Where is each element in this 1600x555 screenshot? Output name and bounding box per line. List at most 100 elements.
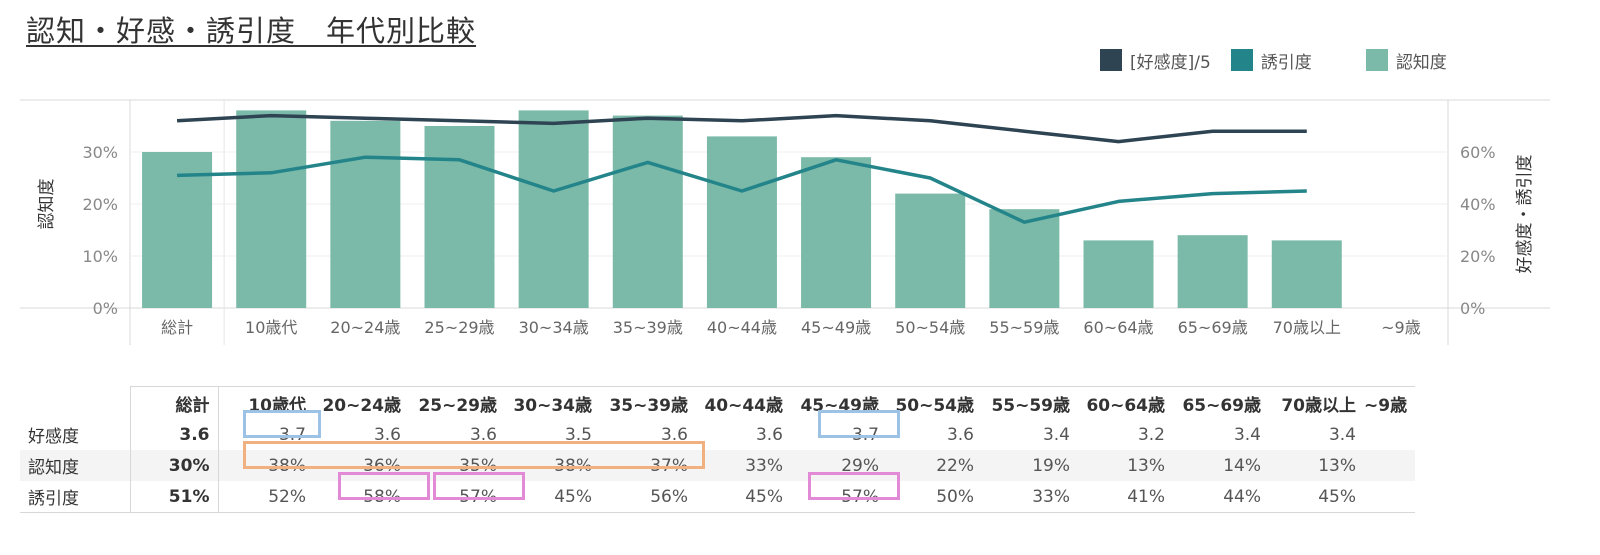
x-tick-label: ~9歳 xyxy=(1381,318,1421,337)
bar xyxy=(236,110,307,309)
table-cell: 58% xyxy=(314,481,409,513)
x-tick-label: 35~39歳 xyxy=(613,318,683,337)
table-header-row: 総計 10歳代 20~24歳 25~29歳 30~34歳 35~39歳 40~44歳 45~4… xyxy=(20,386,1416,419)
table-cell: 45% xyxy=(1269,481,1364,513)
table-row: 好感度 3.6 3.7 3.6 3.6 3.5 3.6 3.6 3.7 3.6 3.4 3.2 3.4 3… xyxy=(20,419,1415,450)
table-column-header: 55~59歳 xyxy=(982,386,1078,419)
highlight-box-pink-3 xyxy=(808,472,900,500)
legend: [好感度]/5 誘引度 認知度 xyxy=(1100,47,1467,73)
y-tick-right: 0% xyxy=(1460,299,1485,318)
table-cell: 3.6 xyxy=(469,424,497,445)
table-column-header: 総計 xyxy=(130,386,219,419)
table-column-header: 30~34歳 xyxy=(505,386,600,419)
y-tick-left: 20% xyxy=(82,195,118,214)
table-cell: 45% xyxy=(505,481,600,513)
table-cell: 35% xyxy=(409,450,505,481)
highlight-box-orange xyxy=(243,441,705,469)
y-tick-left: 10% xyxy=(82,247,118,266)
table-column-header: 50~54歳 xyxy=(887,386,982,419)
x-tick-label: 総計 xyxy=(161,318,193,337)
x-tick-label: 50~54歳 xyxy=(895,318,965,337)
table-cell: 3.5 xyxy=(564,424,592,445)
bar xyxy=(1177,235,1248,308)
bar xyxy=(518,110,589,309)
table-column-header: 65~69歳 xyxy=(1173,386,1269,419)
x-tick-label: 60~64歳 xyxy=(1083,318,1153,337)
legend-label-attraction: 誘引度 xyxy=(1260,52,1312,73)
bar xyxy=(801,157,872,308)
table-cell: 3.6 xyxy=(660,424,688,445)
x-tick-label: 10歳代 xyxy=(245,318,297,337)
bar xyxy=(424,126,495,308)
table-cell xyxy=(1364,450,1416,481)
table-cell: 30% xyxy=(130,450,219,481)
table-cell: 56% xyxy=(600,481,696,513)
x-tick-label: 65~69歳 xyxy=(1178,318,1248,337)
x-tick-label: 40~44歳 xyxy=(707,318,777,337)
table-cell: 13% xyxy=(1269,450,1364,481)
table-column-header: 20~24歳 xyxy=(314,386,409,419)
table-row-label: 認知度 xyxy=(20,450,131,481)
y-axis-title-right: 好感度・誘引度 xyxy=(1515,155,1535,274)
table-row: 認知度 30% 38% 36% 35% 38% 37% 33% 29% 22% 19% 13% 14% 1… xyxy=(20,450,1416,481)
legend-swatch-awareness xyxy=(1365,49,1388,71)
x-tick-label: 30~34歳 xyxy=(519,318,589,337)
table-cell: 19% xyxy=(982,450,1078,481)
table-cell: 44% xyxy=(1173,481,1269,513)
table-cell xyxy=(1364,481,1416,513)
y-tick-right: 40% xyxy=(1460,195,1496,214)
table-cell: 33% xyxy=(696,450,791,481)
line-attraction xyxy=(177,155,1307,224)
highlight-box-blue-1 xyxy=(243,410,321,438)
table-cell: 37% xyxy=(600,450,696,481)
table-cell: 33% xyxy=(982,481,1078,513)
table-cell: 36% xyxy=(314,450,409,481)
highlight-box-pink-1 xyxy=(338,472,430,500)
x-tick-label: 45~49歳 xyxy=(801,318,871,337)
table-cell: 3.4 xyxy=(1328,424,1356,445)
highlight-box-pink-2 xyxy=(433,472,525,500)
table-cell xyxy=(1364,419,1415,450)
legend-swatch-favorability xyxy=(1100,49,1122,71)
table-row-label: 好感度 xyxy=(20,419,131,450)
table-cell: 22% xyxy=(887,450,982,481)
table-column-header: 40~44歳 xyxy=(696,386,791,419)
x-tick-label: 20~24歳 xyxy=(330,318,400,337)
x-tick-label: 70歳以上 xyxy=(1273,318,1341,337)
bar xyxy=(330,120,401,308)
table-cell: 3.7 xyxy=(851,424,879,445)
bar xyxy=(1083,240,1154,308)
table-cell: 3.6 xyxy=(946,424,974,445)
bar xyxy=(142,152,213,308)
table-column-header: 60~64歳 xyxy=(1078,386,1173,419)
x-tick-label: 25~29歳 xyxy=(424,318,494,337)
bar xyxy=(895,193,966,308)
table-cell: 14% xyxy=(1173,450,1269,481)
legend-label-awareness: 認知度 xyxy=(1395,52,1447,73)
table-cell: 41% xyxy=(1078,481,1173,513)
data-table: 総計 10歳代 20~24歳 25~29歳 30~34歳 35~39歳 40~44歳 45~4… xyxy=(20,386,1416,513)
table-cell: 38% xyxy=(218,450,314,481)
bar xyxy=(706,136,777,308)
legend-label-favorability: [好感度]/5 xyxy=(1130,52,1211,73)
bar xyxy=(612,115,683,308)
bar xyxy=(1271,240,1342,308)
table-cell: 3.2 xyxy=(1137,424,1165,445)
legend-swatch-attraction xyxy=(1230,49,1253,71)
legend-item-awareness[interactable]: 認知度 xyxy=(1365,48,1447,73)
table-column-header: 35~39歳 xyxy=(600,386,696,419)
table-cell: 38% xyxy=(505,450,600,481)
legend-item-favorability[interactable]: [好感度]/5 xyxy=(1100,48,1211,73)
table-row-label: 誘引度 xyxy=(20,481,131,513)
line-favorability xyxy=(176,113,1307,144)
y-axis-title-left: 認知度 xyxy=(37,179,57,230)
table-cell: 52% xyxy=(218,481,314,513)
table-cell: 57% xyxy=(791,481,887,513)
table-column-header: 25~29歳 xyxy=(409,386,505,419)
table-corner xyxy=(20,386,131,419)
legend-item-attraction[interactable]: 誘引度 xyxy=(1230,48,1312,73)
y-tick-right: 60% xyxy=(1460,143,1496,162)
table-column-header: ~9歳 xyxy=(1364,386,1416,419)
table-cell: 3.6 xyxy=(130,419,219,450)
table-cell: 3.4 xyxy=(1233,424,1261,445)
